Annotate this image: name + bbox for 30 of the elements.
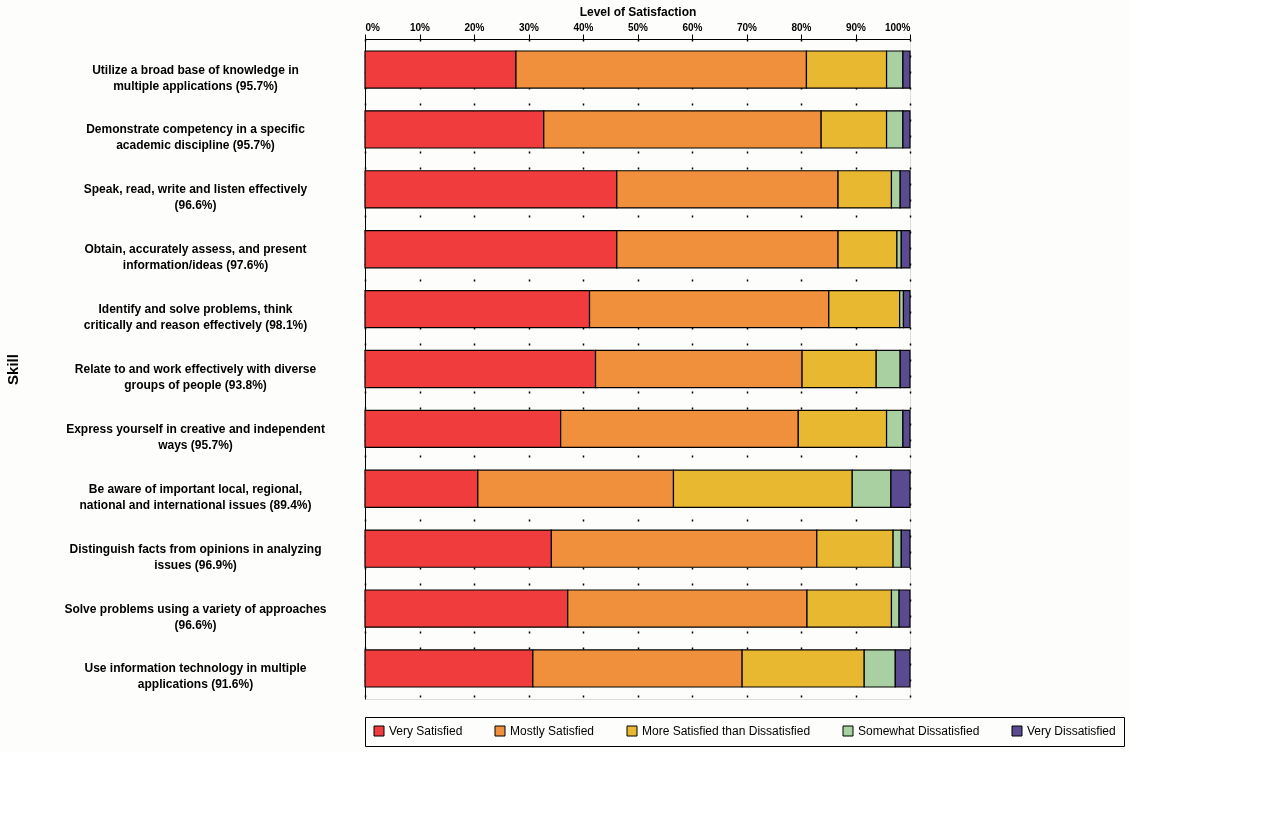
y-tick-label: Relate to and work effectively with diverse groups of people (93.8%) <box>74 362 317 392</box>
y-tick-label: Use information technology in multiple applications (91.6%) <box>84 661 307 692</box>
x-tick-label: 100% <box>884 21 911 33</box>
x-axis-title: Level of Satisfaction <box>579 4 697 19</box>
legend-label: Mostly Satisfied <box>510 724 595 738</box>
x-tick-label: 90% <box>845 21 867 33</box>
x-tick-label: 30% <box>518 21 540 33</box>
y-tick-label: Be aware of important local, regional, national and international issues (89.4%) <box>79 481 312 512</box>
y-tick-label: Solve problems using a variety of approaches (96.6%) <box>64 601 327 632</box>
y-tick-label: Identify and solve problems, think critically and reason effectively (98.1%) <box>83 302 308 333</box>
x-tick-label: 80% <box>791 21 812 33</box>
x-tick-label: 70% <box>736 21 758 33</box>
y-tick-label: Obtain, accurately assess, and present information/ideas (97.6%) <box>84 242 307 273</box>
bar <box>900 230 911 269</box>
legend-label: Very Satisfied <box>389 724 463 738</box>
y-tick-label: Distinguish facts from opinions in analyzing issues (96.9%) <box>69 541 322 572</box>
x-tick-label: 20% <box>464 21 485 33</box>
y-tick-label: Speak, read, write and listen effectively (96.6%) <box>83 182 308 213</box>
y-tick-label: Express yourself in creative and independent ways (95.7%) <box>66 421 325 452</box>
y-tick-label: Utilize a broad base of knowledge in multiple applications (95.7%) <box>92 62 299 93</box>
y-tick-label: Demonstrate competency in a specific academic discipline (95.7%) <box>86 122 306 153</box>
legend-label: More Satisfied than Dissatisfied <box>642 724 811 738</box>
x-tick-label: 60% <box>682 21 703 33</box>
x-tick-label: 50% <box>627 21 649 33</box>
legend-label: Very Dissatisfied <box>1027 724 1116 738</box>
x-tick-label: 40% <box>573 21 594 33</box>
x-tick-label: 10% <box>409 21 431 33</box>
y-axis-title: Skill <box>3 354 21 385</box>
x-tick-label: 0% <box>365 21 381 33</box>
legend-label: Somewhat Dissatisfied <box>858 724 980 738</box>
